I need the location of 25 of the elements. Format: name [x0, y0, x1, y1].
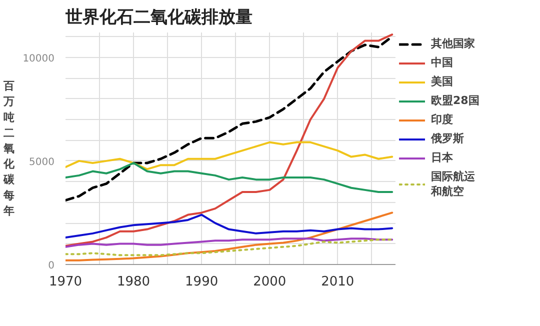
- y-tick-label: 5000: [29, 156, 55, 168]
- x-tick-label: 2010: [321, 274, 354, 290]
- legend-label: 其他国家: [431, 36, 475, 51]
- line-series: [66, 214, 394, 239]
- line-series: [66, 34, 394, 247]
- x-tick-label: 1990: [185, 274, 218, 290]
- x-tick-label: 1980: [117, 274, 150, 290]
- y-tick-label: 10000: [22, 53, 54, 64]
- legend-label: 印度: [431, 112, 453, 127]
- legend-label: 中国: [431, 55, 453, 70]
- chart-title: 世界化石二氧化碳排放量: [64, 8, 252, 28]
- line-series: [66, 141, 394, 170]
- legend-label: 俄罗斯: [431, 131, 464, 146]
- line-series: [66, 212, 394, 262]
- legend-label: 国际航运和航空: [431, 169, 475, 199]
- legend-label: 欧盟28国: [431, 93, 480, 108]
- legend-label: 日本: [431, 150, 453, 165]
- line-series: [66, 162, 394, 193]
- legend-label: 美国: [431, 74, 453, 89]
- line-series: [66, 238, 394, 256]
- text: 百万吨二氧化碳每年: [4, 80, 15, 218]
- x-tick-label: 2000: [253, 274, 286, 290]
- x-tick-label: 1970: [48, 274, 82, 290]
- line-series: [66, 238, 394, 248]
- y-tick-label: 0: [48, 260, 55, 272]
